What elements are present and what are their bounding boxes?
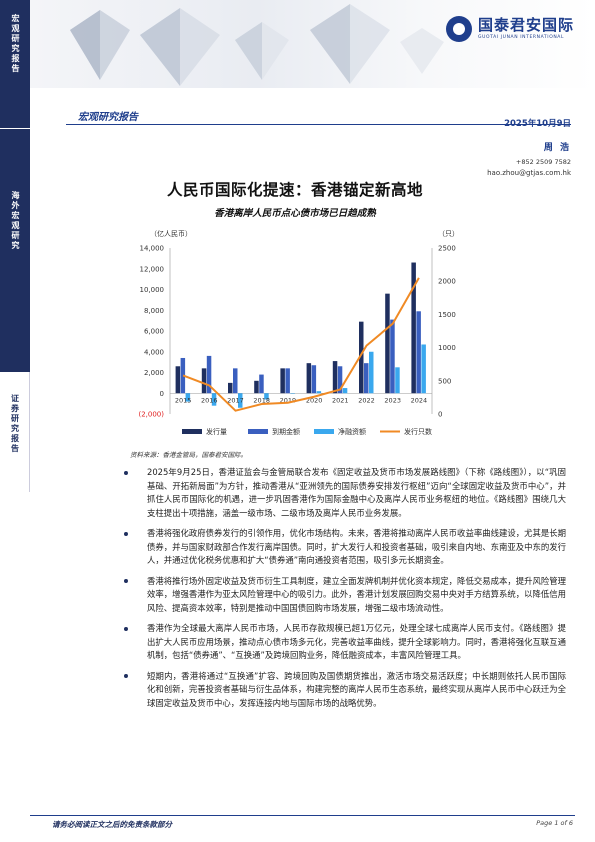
legend-swatch xyxy=(248,429,268,434)
key-point-item: 香港作为全球最大离岸人民币市场，人民币存款规模已超1万亿元，处理全球七成离岸人民… xyxy=(120,622,566,663)
legend-label: 净融资额 xyxy=(338,427,366,436)
key-point-item: 香港将强化政府债券发行的引领作用，优化市场结构。未来，香港将推动离岸人民币收益率… xyxy=(120,527,566,568)
y-tick-label-right: 1000 xyxy=(438,344,456,352)
bar xyxy=(201,368,207,394)
y-tick-label-right: 500 xyxy=(438,377,451,385)
author-block: 周 浩 +852 2509 7582 hao.zhou@gtjas.com.hk xyxy=(487,140,571,177)
x-tick-label: 2019 xyxy=(280,396,297,404)
report-title: 人民币国际化提速：香港锚定新高地 xyxy=(166,180,423,199)
key-point-item: 2025年9月25日，香港证监会与金管局联合发布《固定收益及货币市场发展路线图》… xyxy=(120,466,566,520)
footer-disclaimer: 请务必阅读正文之后的免责条款部分 xyxy=(52,820,172,829)
bar xyxy=(180,357,186,394)
bar xyxy=(411,262,416,394)
dim-sum-bond-chart: （亿人民币） （只） 14,000 12,000 10,000 8,000 6,000 4,0… xyxy=(138,229,459,436)
bar xyxy=(332,361,338,394)
bar xyxy=(175,366,181,394)
x-tick-label: 2018 xyxy=(253,396,270,404)
report-date: 2025年10月9日 xyxy=(504,119,571,129)
bar xyxy=(306,363,312,394)
logo-mark-icon xyxy=(446,16,472,42)
y-tick-label-left: 12,000 xyxy=(140,265,165,273)
legend-swatch xyxy=(182,429,202,434)
y-tick-label-left: (2,000) xyxy=(138,411,164,419)
sidebar-label: 证券研究报告 xyxy=(10,394,20,454)
report-type: 宏观研究报告 xyxy=(78,112,138,123)
sidebar-section-securities: 证券研究报告 xyxy=(0,372,30,492)
legend-label: 到期金额 xyxy=(272,427,300,436)
legend-swatch xyxy=(314,429,334,434)
key-points-list: 2025年9月25日，香港证监会与金管局联合发布《固定收益及货币市场发展路线图》… xyxy=(120,466,566,717)
bar xyxy=(285,368,290,394)
bar xyxy=(369,351,374,394)
y-tick-label-left: 0 xyxy=(160,390,164,398)
page-number: Page 1 of 6 xyxy=(536,819,573,827)
y-tick-label-right: 2000 xyxy=(438,278,456,286)
sidebar-section-overseas: 海外宏观研究 xyxy=(0,128,30,372)
x-tick-label: 2024 xyxy=(411,396,428,404)
bar xyxy=(228,382,233,394)
logo-name-en: GUOTAI JUNAN INTERNATIONAL xyxy=(478,35,565,40)
y-tick-label-left: 8,000 xyxy=(144,307,164,315)
bar xyxy=(364,363,369,394)
x-tick-label: 2021 xyxy=(332,396,349,404)
y-tick-label-left: 10,000 xyxy=(140,286,165,294)
author-phone: +852 2509 7582 xyxy=(515,158,571,166)
sidebar: 宏观研究报告 海外宏观研究 证券研究报告 xyxy=(0,0,30,842)
x-tick-label: 2020 xyxy=(306,396,323,404)
bar xyxy=(211,393,217,406)
bar xyxy=(416,311,421,394)
x-tick-label: 2023 xyxy=(384,396,401,404)
bar xyxy=(385,293,390,394)
logo-name-cn: 国泰君安国际 xyxy=(478,16,575,34)
author-email: hao.zhou@gtjas.com.hk xyxy=(487,169,571,177)
bar xyxy=(359,321,364,394)
bar xyxy=(185,393,191,402)
x-tick-label: 2016 xyxy=(201,396,218,404)
chart-source: 资料来源：香港金管局，国泰君安国际。 xyxy=(130,451,247,459)
y-tick-label-right: 2500 xyxy=(438,245,456,253)
bar xyxy=(290,393,295,394)
bar xyxy=(259,374,264,394)
header-banner: 国泰君安国际 GUOTAI JUNAN INTERNATIONAL xyxy=(30,0,595,88)
bar xyxy=(395,367,400,394)
footer-divider xyxy=(30,815,575,816)
y-tick-label-left: 6,000 xyxy=(144,328,164,336)
key-point-item: 香港将推行场外固定收益及货币衍生工具制度，建立全面发牌机制并优化资本规定，降低交… xyxy=(120,575,566,616)
series-line xyxy=(182,277,420,412)
legend-label: 发行量 xyxy=(206,427,227,436)
x-tick-label: 2022 xyxy=(358,396,375,404)
company-logo: 国泰君安国际 GUOTAI JUNAN INTERNATIONAL xyxy=(446,14,595,48)
bar xyxy=(311,365,317,394)
y-axis-label-right: （只） xyxy=(438,230,459,238)
y-tick-label-right: 1500 xyxy=(438,311,456,319)
bar xyxy=(316,391,322,394)
bar xyxy=(421,344,426,394)
bar xyxy=(280,368,285,394)
bar xyxy=(390,319,395,394)
bar xyxy=(342,388,348,394)
bar xyxy=(337,366,343,394)
sidebar-label: 海外宏观研究 xyxy=(11,191,20,251)
report-subtitle: 香港离岸人民币点心债市场已日趋成熟 xyxy=(214,208,376,219)
bar xyxy=(238,393,243,408)
sidebar-section-macro: 宏观研究报告 xyxy=(0,0,30,128)
y-tick-label-right: 0 xyxy=(438,411,442,419)
bar xyxy=(254,380,259,394)
y-tick-label-left: 2,000 xyxy=(144,369,164,377)
bar xyxy=(233,368,238,394)
bar xyxy=(206,355,212,394)
y-tick-label-left: 4,000 xyxy=(144,348,164,356)
sidebar-label: 宏观研究报告 xyxy=(11,14,20,74)
diamond-decoration-icon xyxy=(70,4,444,86)
x-tick-label: 2015 xyxy=(175,396,192,404)
key-point-item: 短期内，香港将通过“互换通”扩容、跨境回购及国债期货推出，激活市场交易活跃度；中… xyxy=(120,670,566,711)
bar xyxy=(264,393,269,400)
x-tick-label: 2017 xyxy=(227,396,244,404)
legend-label: 发行只数 xyxy=(404,427,432,436)
header-divider xyxy=(66,124,571,125)
author-name: 周 浩 xyxy=(543,143,571,153)
y-tick-label-left: 14,000 xyxy=(140,245,165,253)
y-axis-label-left: （亿人民币） xyxy=(150,229,192,238)
